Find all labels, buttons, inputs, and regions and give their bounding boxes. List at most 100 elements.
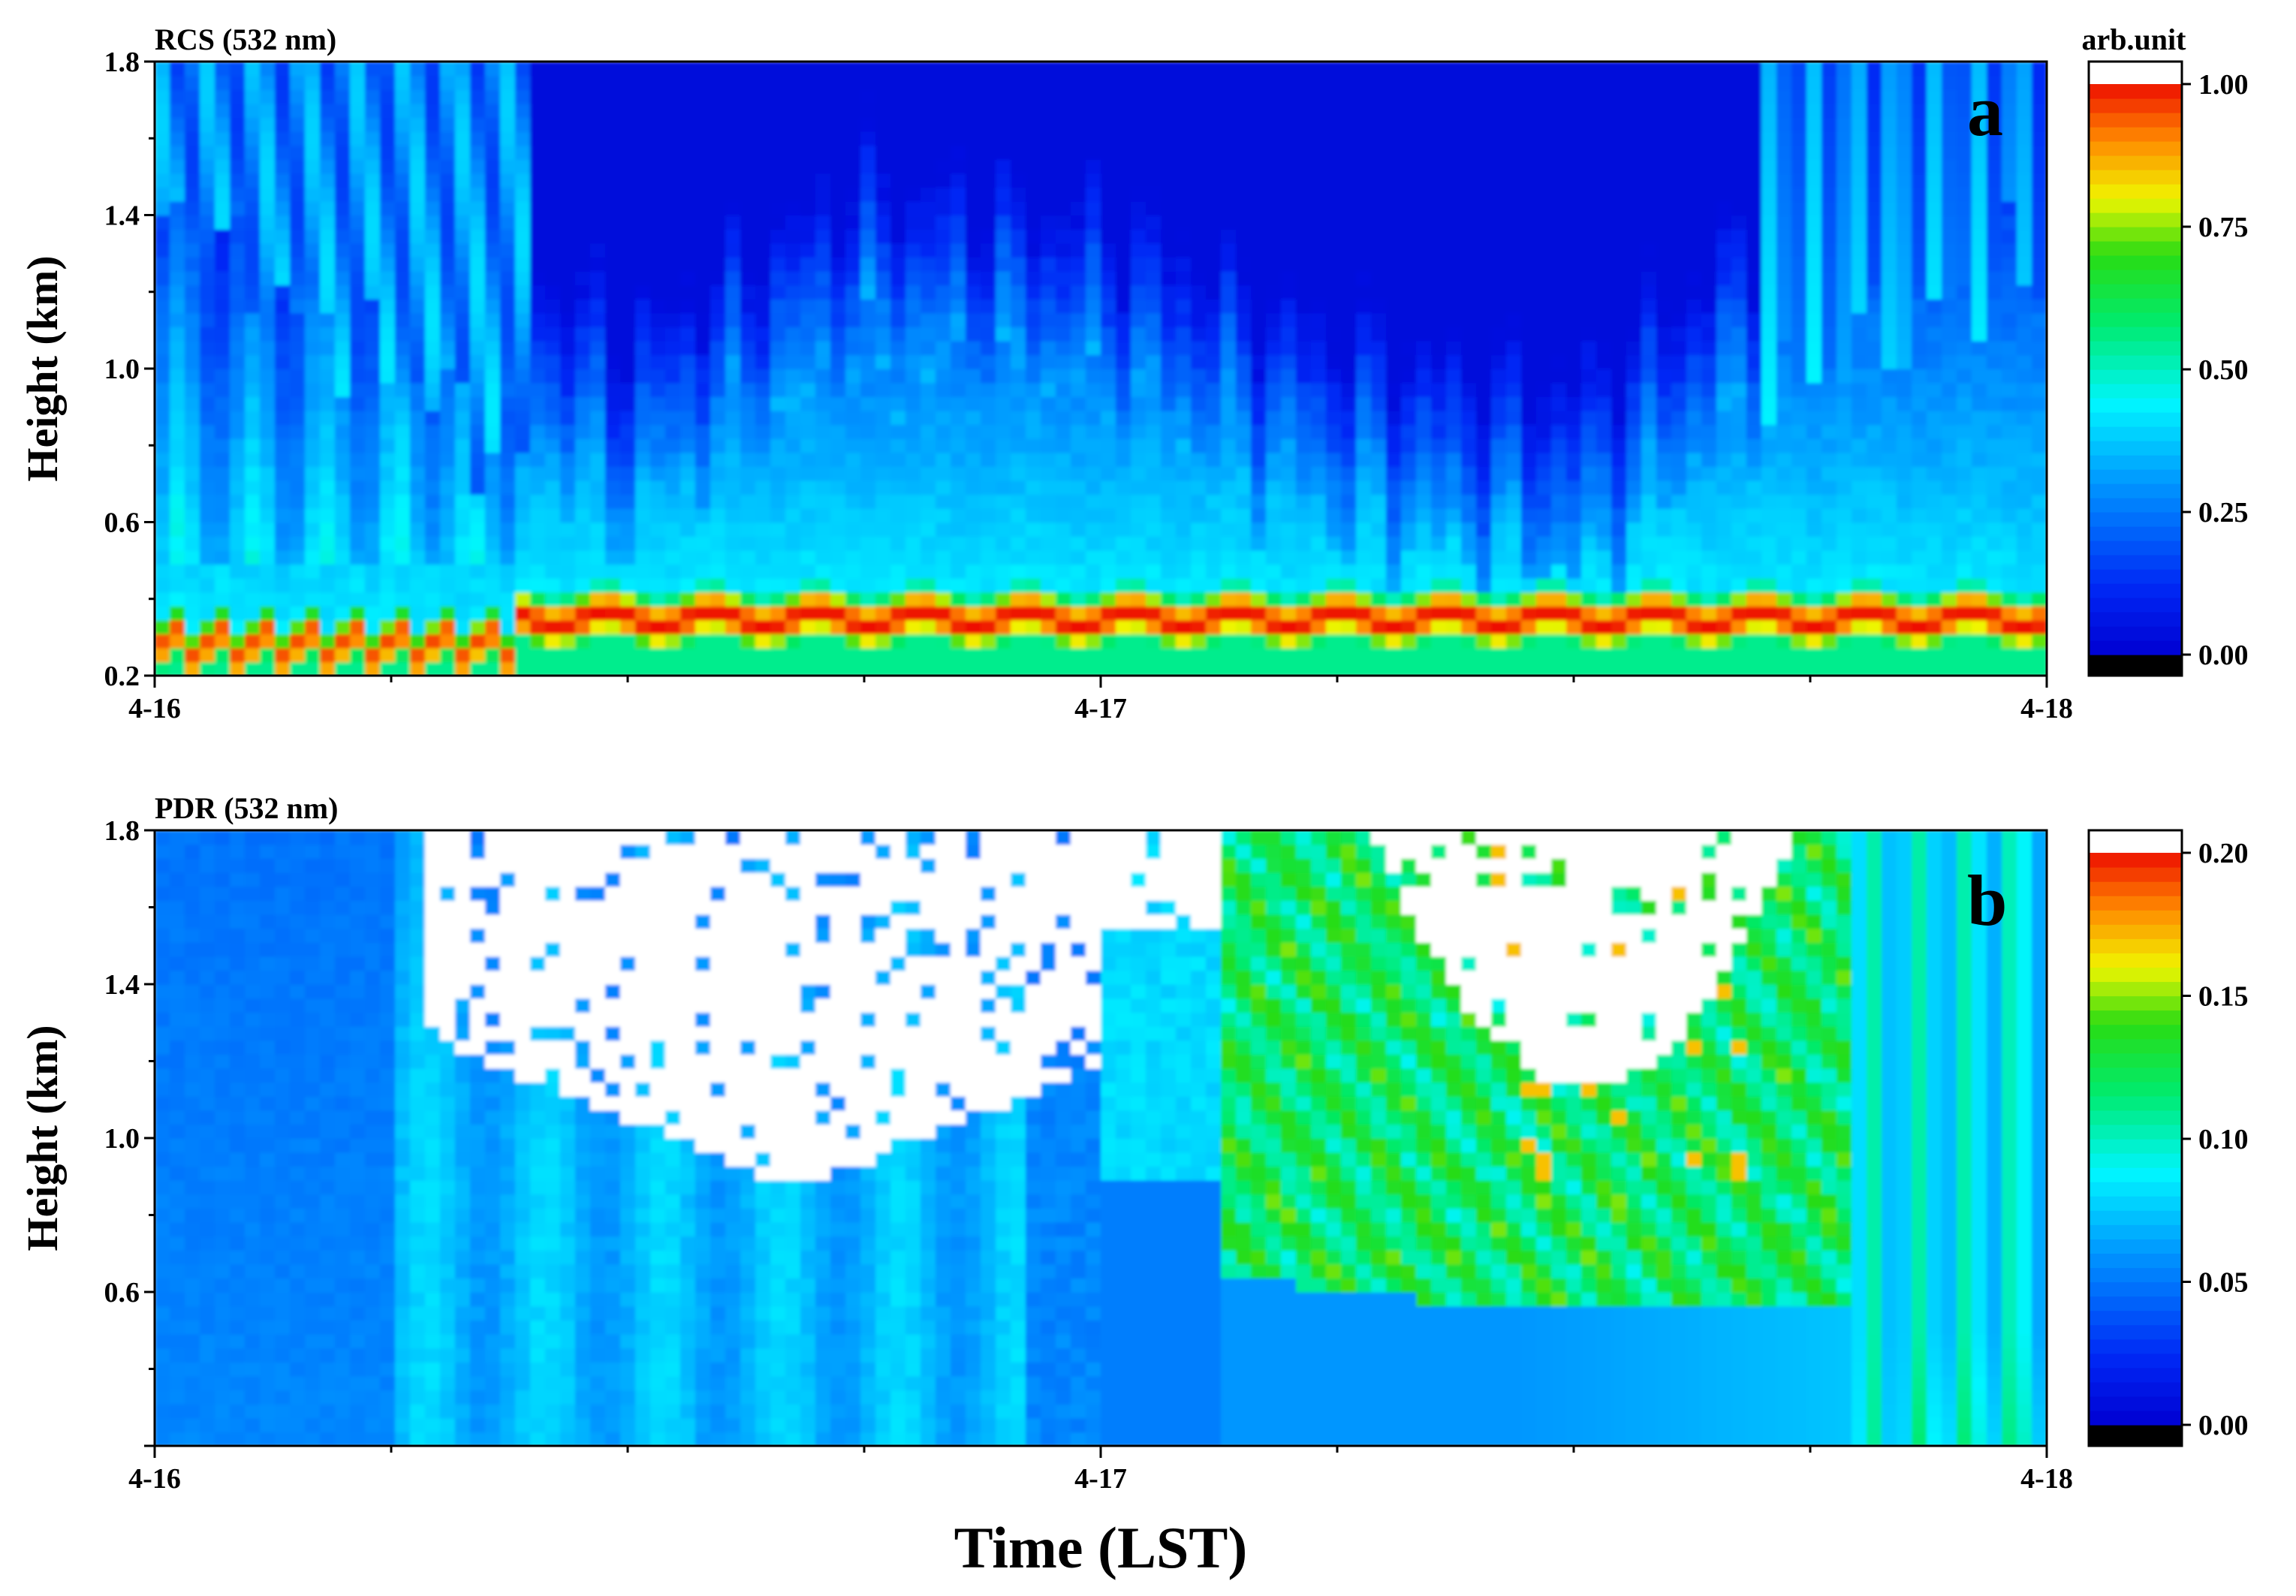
rcs-cell <box>500 173 516 188</box>
rcs-cell <box>590 452 606 467</box>
rcs-cell <box>1581 229 1597 244</box>
rcs-cell <box>1416 200 1432 216</box>
rcs-cell <box>545 215 561 230</box>
rcs-cell <box>1491 285 1507 300</box>
rcs-cell <box>1101 606 1116 621</box>
rcs-cell <box>1251 312 1267 327</box>
rcs-cell <box>1056 89 1071 104</box>
rcs-cell <box>200 187 215 202</box>
rcs-cell <box>1296 200 1312 216</box>
rcs-cell <box>1731 340 1747 356</box>
rcs-cell <box>1086 577 1101 593</box>
rcs-cell <box>1356 480 1372 495</box>
rcs-cell <box>1446 410 1462 426</box>
rcs-cell <box>981 257 996 272</box>
rcs-cell <box>1566 480 1582 495</box>
rcs-cell <box>1386 354 1402 369</box>
rcs-cell <box>1221 89 1237 104</box>
rcs-cell <box>425 340 441 356</box>
rcs-cell <box>875 494 891 509</box>
rcs-cell <box>380 327 396 342</box>
rcs-cell <box>245 215 261 230</box>
rcs-cell <box>605 62 621 77</box>
rcs-cell <box>545 369 561 384</box>
rcs-cell <box>1086 410 1101 426</box>
rcs-cell <box>365 62 381 77</box>
rcs-cell <box>1026 369 1041 384</box>
rcs-cell <box>530 312 546 327</box>
rcs-cell <box>1326 438 1342 453</box>
rcs-cell <box>1641 117 1657 132</box>
rcs-cell <box>815 200 831 216</box>
rcs-cell <box>1446 577 1462 593</box>
rcs-cell <box>440 452 456 467</box>
rcs-cell <box>1161 340 1177 356</box>
rcs-cell <box>500 200 516 216</box>
rcs-cell <box>665 200 681 216</box>
rcs-cell <box>1041 200 1056 216</box>
rcs-cell <box>1041 270 1056 286</box>
rcs-cell <box>1521 564 1537 579</box>
rcs-cell <box>1026 410 1041 426</box>
rcs-cell <box>1806 62 1822 77</box>
rcs-cell <box>605 145 621 160</box>
rcs-cell <box>230 634 246 649</box>
rcs-cell <box>605 117 621 132</box>
rcs-cell <box>1806 312 1822 327</box>
rcs-cell <box>1491 507 1507 523</box>
rcs-cell <box>410 62 426 77</box>
rcs-cell <box>860 89 876 104</box>
rcs-cell <box>951 634 966 649</box>
rcs-cell <box>440 159 456 174</box>
rcs-cell <box>1791 299 1807 314</box>
rcs-cell <box>1281 577 1297 593</box>
rcs-cell <box>1701 62 1717 77</box>
rcs-cell <box>845 229 861 244</box>
rcs-cell <box>800 354 816 369</box>
rcs-cell <box>500 187 516 202</box>
rcs-cell <box>215 522 231 537</box>
rcs-cell <box>440 75 456 90</box>
rcs-cell <box>1176 159 1192 174</box>
rcs-cell <box>1626 550 1642 565</box>
rcs-cell <box>1671 200 1687 216</box>
rcs-cell <box>755 522 771 537</box>
rcs-cell <box>951 229 966 244</box>
rcs-cell <box>155 312 170 327</box>
rcs-cell <box>470 215 486 230</box>
rcs-cell <box>755 354 771 369</box>
rcs-cell <box>1341 592 1357 607</box>
rcs-cell <box>485 327 501 342</box>
rcs-cell <box>1581 159 1597 174</box>
rcs-cell <box>1191 410 1207 426</box>
rcs-cell <box>725 647 741 663</box>
rcs-cell <box>650 340 666 356</box>
rcs-cell <box>1731 103 1747 119</box>
rcs-cell <box>815 354 831 369</box>
rcs-cell <box>875 327 891 342</box>
rcs-cell <box>1326 410 1342 426</box>
rcs-cell <box>1506 187 1522 202</box>
rcs-cell <box>1371 396 1387 411</box>
rcs-cell <box>395 229 411 244</box>
rcs-cell <box>1776 369 1792 384</box>
rcs-cell <box>605 173 621 188</box>
rcs-cell <box>695 327 711 342</box>
rcs-cell <box>996 200 1011 216</box>
rcs-cell <box>215 466 231 481</box>
rcs-cell <box>290 159 306 174</box>
rcs-cell <box>1101 145 1116 160</box>
rcs-cell <box>1356 117 1372 132</box>
rcs-cell <box>365 577 381 593</box>
rcs-cell <box>485 494 501 509</box>
rcs-cell <box>1311 242 1327 258</box>
rcs-cell <box>1821 200 1837 216</box>
rcs-cell <box>860 242 876 258</box>
rcs-cell <box>650 577 666 593</box>
rcs-cell <box>560 480 576 495</box>
rcs-cell <box>1251 619 1267 634</box>
rcs-cell <box>936 145 951 160</box>
rcs-cell <box>230 369 246 384</box>
rcs-cell <box>1326 215 1342 230</box>
rcs-cell <box>605 619 621 634</box>
